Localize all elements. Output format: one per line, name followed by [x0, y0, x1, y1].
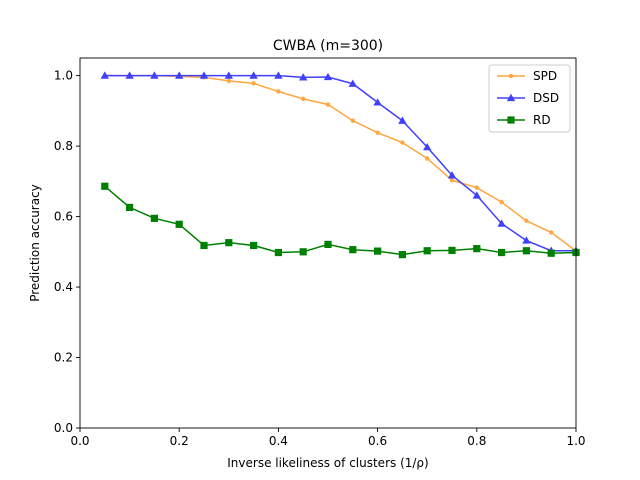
x-tick-label: 0.4	[269, 434, 288, 448]
legend-item-rd: RD	[497, 113, 551, 127]
data-point-spd	[375, 130, 380, 135]
data-point-dsd	[199, 71, 209, 79]
data-point-spd	[226, 78, 231, 84]
legend-marker	[507, 116, 515, 124]
legend-label: SPD	[533, 69, 557, 83]
data-point-rd	[225, 239, 233, 247]
y-tick-label: 0.8	[54, 139, 73, 153]
x-tick-label: 0.8	[467, 434, 486, 448]
legend-item-dsd: DSD	[497, 91, 559, 105]
data-point-spd	[400, 140, 405, 145]
plot-area	[100, 71, 581, 259]
data-point-dsd	[348, 79, 357, 87]
data-point-rd	[522, 247, 530, 255]
data-point-spd	[474, 185, 479, 190]
data-point-rd	[250, 241, 258, 250]
y-tick-label: 0.6	[54, 210, 73, 224]
data-point-rd	[126, 203, 134, 212]
data-point-rd	[473, 245, 481, 253]
data-point-rd	[498, 248, 506, 257]
series-line-dsd	[104, 74, 576, 252]
data-point-dsd	[125, 71, 134, 79]
data-point-dsd	[150, 71, 159, 79]
x-tick-label: 1.0	[566, 434, 585, 448]
data-point-spd	[425, 156, 430, 161]
series-line-rd	[104, 185, 577, 256]
y-tick-label: 0.0	[54, 421, 73, 435]
data-point-spd	[350, 118, 355, 123]
data-point-spd	[301, 96, 306, 102]
data-point-dsd	[299, 73, 308, 81]
data-point-dsd	[497, 219, 506, 227]
legend: SPD DSD RD	[488, 64, 571, 133]
data-point-dsd	[274, 71, 283, 79]
x-axis-label: Inverse likeliness of clusters (1/ρ)	[227, 456, 428, 470]
legend-label: RD	[533, 113, 551, 127]
data-point-dsd	[398, 116, 407, 124]
data-point-rd	[200, 241, 208, 250]
data-point-spd	[449, 178, 455, 183]
data-point-dsd	[100, 71, 109, 79]
legend-label: DSD	[533, 91, 559, 105]
data-point-rd	[299, 248, 307, 256]
series-rd	[101, 182, 580, 259]
data-point-rd	[448, 246, 456, 254]
y-tick-label: 0.2	[54, 351, 73, 365]
data-point-rd	[175, 220, 183, 228]
data-point-rd	[150, 214, 158, 222]
chart-title: CWBA (m=300)	[273, 38, 383, 54]
legend-marker	[506, 93, 516, 102]
data-point-dsd	[522, 236, 531, 244]
data-point-dsd	[472, 191, 481, 199]
data-point-spd	[325, 102, 331, 107]
data-point-rd	[349, 246, 357, 254]
data-point-rd	[423, 247, 431, 255]
legend-marker	[508, 73, 514, 79]
data-point-spd	[499, 199, 504, 205]
plot-frame	[79, 57, 577, 429]
data-point-dsd	[373, 98, 382, 106]
y-tick-label: 1.0	[54, 69, 73, 83]
data-point-rd	[374, 247, 382, 255]
data-point-rd	[101, 182, 109, 190]
data-point-spd	[251, 81, 256, 86]
x-tick-label: 0.0	[70, 434, 89, 448]
series-line-spd	[104, 74, 577, 252]
data-point-dsd	[423, 142, 432, 151]
y-axis-label: Prediction accuracy	[28, 184, 42, 302]
data-point-rd	[274, 248, 282, 257]
y-tick-label: 0.4	[54, 280, 73, 294]
legend-box	[488, 64, 571, 133]
legend-item-spd: SPD	[497, 69, 557, 83]
data-point-dsd	[447, 171, 457, 179]
x-tick-label: 0.2	[170, 434, 189, 448]
data-point-dsd	[224, 71, 233, 79]
x-tick-label: 0.6	[368, 434, 387, 448]
series-dsd	[100, 71, 581, 254]
axes: 0.0 0.2 0.4 0.6 0.8 1.0 0.0 0.2 0.4 0.6 0.8 1.0	[54, 57, 586, 448]
data-point-rd	[324, 240, 332, 249]
data-point-dsd	[249, 71, 258, 79]
data-point-rd	[398, 251, 406, 259]
data-point-spd	[549, 230, 554, 235]
data-point-dsd	[323, 72, 333, 81]
data-point-dsd	[175, 71, 184, 79]
data-point-spd	[276, 89, 281, 94]
data-point-spd	[524, 218, 529, 223]
data-point-rd	[547, 249, 555, 257]
